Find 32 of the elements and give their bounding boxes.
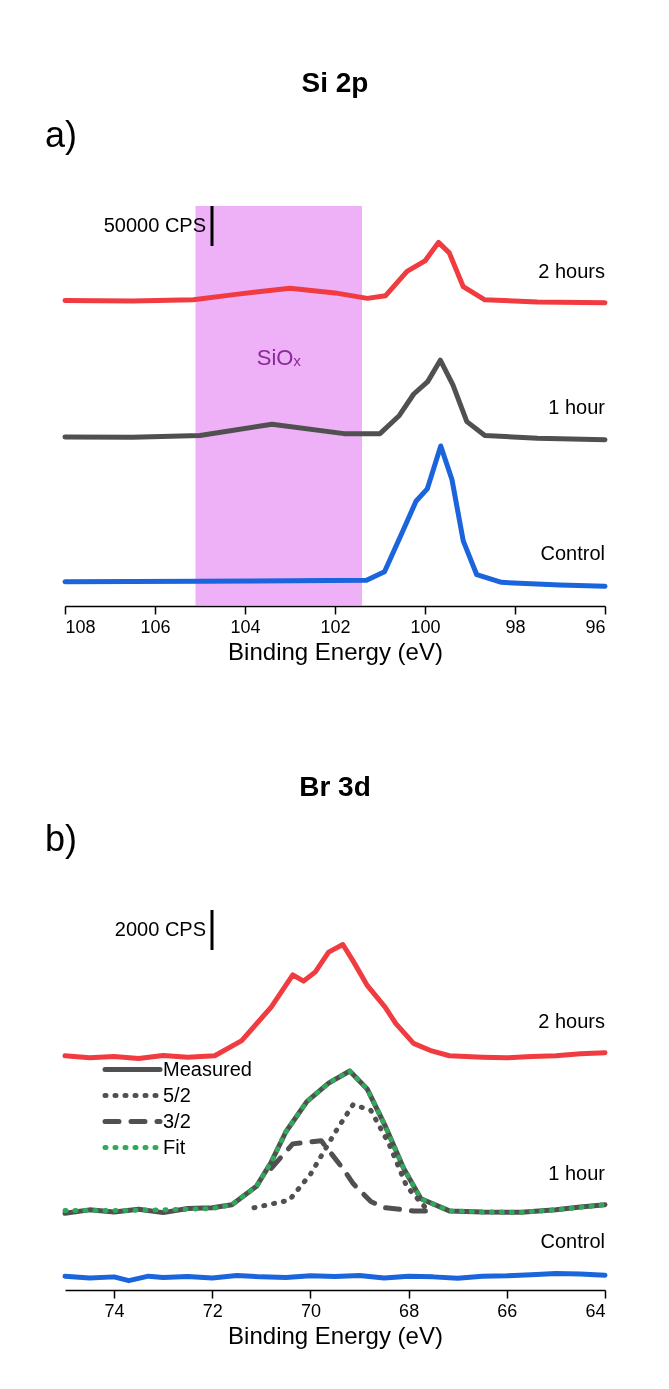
chart-title: Si 2p: [301, 67, 369, 98]
x-tick-label: 68: [399, 1300, 420, 1321]
text: b): [45, 818, 78, 859]
x-tick-label: 72: [202, 1300, 223, 1321]
text: 2000 CPS: [114, 918, 206, 940]
chart-title: Br 3d: [299, 771, 371, 802]
x-tick-label: 100: [410, 616, 441, 637]
annotation: 2 hours: [538, 1009, 605, 1032]
x-tick-label: 66: [497, 1300, 518, 1321]
text: a): [45, 114, 78, 155]
annotation: 1 hour: [548, 1161, 606, 1184]
x-tick-label: 64: [585, 1300, 606, 1321]
annotation: Control: [540, 1230, 605, 1252]
legend-label: Fit: [163, 1135, 186, 1158]
annotation: Control: [540, 542, 605, 564]
text: 50000 CPS: [103, 214, 206, 236]
x-tick-label: 70: [300, 1300, 321, 1321]
x-axis-title: Binding Energy (eV): [228, 1321, 443, 1349]
band-label: SiOₓ: [256, 345, 302, 370]
x-tick-label: 98: [505, 616, 526, 637]
x-tick-label: 108: [65, 616, 96, 637]
annotation: 1 hour: [548, 396, 606, 418]
legend-label: Measured: [163, 1057, 252, 1080]
x-tick-label: 104: [230, 616, 261, 637]
x-tick-label: 74: [104, 1300, 125, 1321]
legend-label: 5/2: [163, 1083, 191, 1106]
x-tick-label: 96: [585, 616, 606, 637]
x-tick-label: 106: [140, 616, 171, 637]
x-tick-label: 102: [320, 616, 351, 637]
x-axis-title: Binding Energy (eV): [228, 637, 443, 665]
annotation: 2 hours: [538, 260, 605, 282]
legend-label: 3/2: [163, 1109, 191, 1132]
